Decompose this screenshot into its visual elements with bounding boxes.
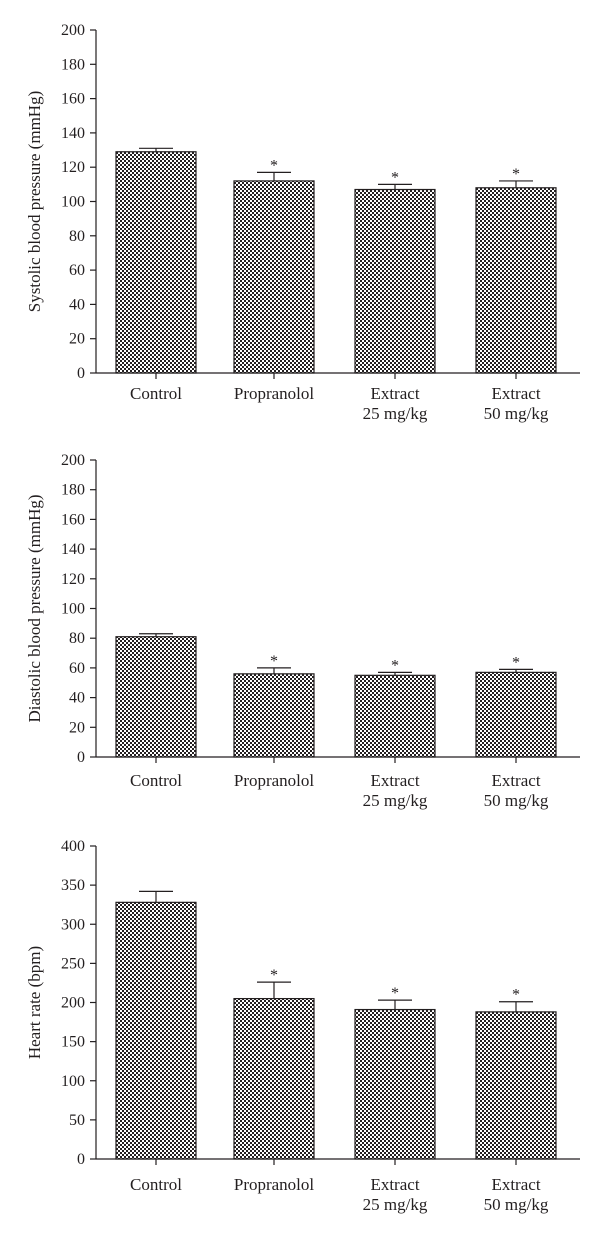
y-tick-label: 40 xyxy=(69,296,85,313)
y-tick-label: 60 xyxy=(69,262,85,279)
x-tick-label: Control xyxy=(130,1175,182,1194)
significance-marker: * xyxy=(391,657,399,674)
bar xyxy=(233,997,315,1160)
y-tick-label: 120 xyxy=(61,159,85,176)
bar xyxy=(475,1011,557,1160)
y-tick-label: 140 xyxy=(61,125,85,142)
y-tick-label: 0 xyxy=(77,1151,85,1168)
y-tick-label: 350 xyxy=(61,877,85,894)
x-tick-label: Extract xyxy=(370,1175,419,1194)
y-tick-label: 200 xyxy=(61,22,85,39)
bar xyxy=(354,188,436,374)
y-tick-label: 80 xyxy=(69,228,85,245)
y-tick-label: 50 xyxy=(69,1112,85,1129)
y-tick-label: 100 xyxy=(61,601,85,618)
x-tick-label: Extract xyxy=(491,384,540,403)
y-axis-title: Heart rate (bpm) xyxy=(25,946,44,1059)
y-tick-label: 180 xyxy=(61,56,85,73)
bar xyxy=(475,671,557,758)
bar xyxy=(115,636,197,758)
significance-marker: * xyxy=(391,169,399,186)
y-tick-label: 400 xyxy=(61,838,85,855)
y-tick-label: 250 xyxy=(61,955,85,972)
significance-marker: * xyxy=(270,653,278,670)
y-tick-label: 150 xyxy=(61,1034,85,1051)
x-tick-label: 25 mg/kg xyxy=(363,404,428,423)
significance-marker: * xyxy=(512,987,520,1004)
chart-panel-3: * * * 0 50 100 150 200 250 300 350 400 Control Propra… xyxy=(25,838,580,1214)
bar xyxy=(354,1008,436,1160)
y-tick-label: 200 xyxy=(61,452,85,469)
x-tick-label: Control xyxy=(130,771,182,790)
x-tick-label: Extract xyxy=(370,384,419,403)
x-tick-label: 50 mg/kg xyxy=(484,791,549,810)
y-tick-label: 200 xyxy=(61,995,85,1012)
x-tick-label: 25 mg/kg xyxy=(363,791,428,810)
y-axis-title: Diastolic blood pressure (mmHg) xyxy=(25,494,44,722)
bar xyxy=(233,180,315,374)
x-tick-label: Extract xyxy=(491,1175,540,1194)
chart-panel-2: * * * 0 20 40 60 80 100 120 140 160 180 200 Control Pro… xyxy=(25,452,580,810)
y-tick-label: 160 xyxy=(61,91,85,108)
significance-marker: * xyxy=(270,967,278,984)
y-tick-label: 0 xyxy=(77,749,85,766)
x-tick-label: Extract xyxy=(370,771,419,790)
y-tick-label: 140 xyxy=(61,541,85,558)
bar xyxy=(115,151,197,374)
x-tick-label: 50 mg/kg xyxy=(484,1195,549,1214)
significance-marker: * xyxy=(512,654,520,671)
x-tick-label: Control xyxy=(130,384,182,403)
significance-marker: * xyxy=(391,985,399,1002)
y-tick-label: 300 xyxy=(61,916,85,933)
bar xyxy=(354,674,436,758)
x-tick-label: Propranolol xyxy=(234,771,315,790)
x-tick-label: Extract xyxy=(491,771,540,790)
bar xyxy=(233,673,315,758)
y-tick-label: 0 xyxy=(77,365,85,382)
y-tick-label: 60 xyxy=(69,660,85,677)
bar xyxy=(115,901,197,1160)
x-tick-label: 50 mg/kg xyxy=(484,404,549,423)
y-tick-label: 20 xyxy=(69,331,85,348)
y-tick-label: 160 xyxy=(61,511,85,528)
significance-marker: * xyxy=(270,157,278,174)
y-tick-label: 40 xyxy=(69,690,85,707)
significance-marker: * xyxy=(512,166,520,183)
bar xyxy=(475,187,557,374)
y-tick-label: 100 xyxy=(61,1073,85,1090)
y-tick-label: 120 xyxy=(61,571,85,588)
y-tick-label: 20 xyxy=(69,719,85,736)
y-tick-label: 80 xyxy=(69,630,85,647)
x-tick-label: 25 mg/kg xyxy=(363,1195,428,1214)
y-tick-label: 100 xyxy=(61,194,85,211)
x-tick-label: Propranolol xyxy=(234,1175,315,1194)
chart-panel-1: * * * 0 20 40 60 80 100 120 140 160 180 200 Control Pro… xyxy=(25,22,580,423)
y-axis-title: Systolic blood pressure (mmHg) xyxy=(25,91,44,312)
y-tick-label: 180 xyxy=(61,482,85,499)
x-tick-label: Propranolol xyxy=(234,384,315,403)
